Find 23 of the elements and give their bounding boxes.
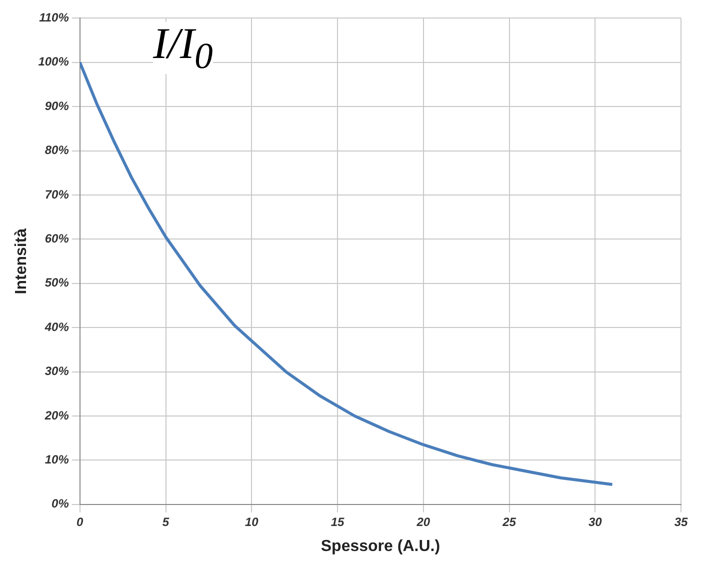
x-tick-label: 20 <box>416 514 430 529</box>
x-tick-label: 30 <box>588 514 602 529</box>
x-tick-label: 25 <box>502 514 516 529</box>
x-tick-label: 5 <box>162 514 170 529</box>
y-tick-label: 100% <box>38 54 70 69</box>
x-tick-label: 15 <box>330 514 345 529</box>
y-tick-label: 60% <box>44 232 70 246</box>
annotation: I/I$_{0}$ <box>153 19 213 76</box>
y-tick-label: 110% <box>39 10 70 25</box>
y-tick-label: 10% <box>44 452 70 467</box>
x-tick-label: 10 <box>244 514 259 529</box>
x-axis-title: Spessore (A.U.) <box>320 538 440 555</box>
y-tick-label: 90% <box>44 98 70 113</box>
y-tick-label: 40% <box>44 320 70 334</box>
x-tick-label: 35 <box>674 514 688 529</box>
y-tick-label: 20% <box>44 408 70 422</box>
y-axis-title: Intensità <box>13 228 30 294</box>
y-tick-label: 70% <box>44 187 70 202</box>
y-tick-label: 80% <box>44 143 70 158</box>
y-tick-label: 0% <box>52 496 70 511</box>
y-tick-label: 50% <box>44 276 70 290</box>
x-tick-label: 0 <box>76 514 84 529</box>
y-tick-label: 30% <box>44 364 70 378</box>
